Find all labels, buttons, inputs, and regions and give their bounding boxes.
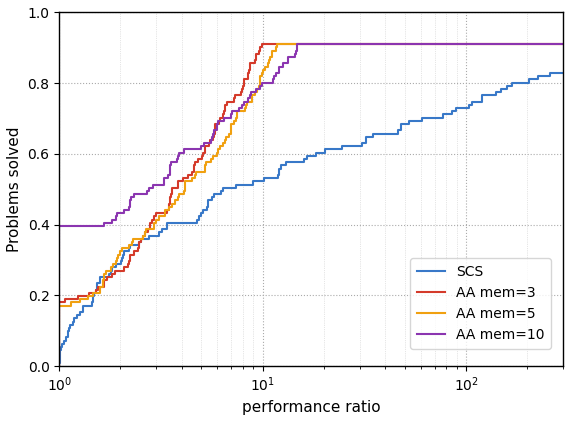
- AA mem=10: [294, 42, 300, 47]
- AA mem=5: [259, 70, 266, 76]
- AA mem=10: [275, 67, 282, 72]
- AA mem=10: [56, 274, 63, 279]
- AA mem=10: [280, 61, 287, 66]
- AA mem=5: [264, 61, 271, 66]
- AA mem=5: [274, 42, 280, 47]
- AA mem=3: [241, 77, 247, 82]
- SCS: [560, 70, 567, 76]
- AA mem=3: [258, 42, 265, 47]
- AA mem=5: [101, 274, 108, 279]
- SCS: [547, 70, 553, 76]
- AA mem=5: [188, 176, 195, 181]
- AA mem=10: [270, 77, 276, 82]
- AA mem=5: [56, 364, 63, 369]
- AA mem=5: [560, 42, 567, 47]
- SCS: [220, 185, 227, 190]
- AA mem=3: [180, 176, 186, 181]
- AA mem=10: [560, 42, 567, 47]
- SCS: [56, 364, 63, 369]
- AA mem=3: [560, 42, 567, 47]
- AA mem=3: [245, 70, 252, 76]
- SCS: [93, 287, 100, 292]
- AA mem=5: [260, 67, 267, 72]
- X-axis label: performance ratio: performance ratio: [242, 400, 380, 415]
- AA mem=10: [272, 70, 279, 76]
- Y-axis label: Problems solved: Problems solved: [7, 127, 22, 252]
- Legend: SCS, AA mem=3, AA mem=5, AA mem=10: SCS, AA mem=3, AA mem=5, AA mem=10: [410, 258, 551, 349]
- AA mem=3: [245, 67, 252, 72]
- Line: AA mem=5: AA mem=5: [59, 44, 563, 366]
- AA mem=10: [161, 176, 168, 181]
- AA mem=3: [104, 274, 111, 279]
- Line: SCS: SCS: [59, 73, 563, 366]
- AA mem=5: [256, 77, 263, 82]
- SCS: [74, 313, 81, 318]
- Line: AA mem=3: AA mem=3: [59, 44, 563, 366]
- SCS: [359, 141, 365, 146]
- AA mem=3: [56, 364, 63, 369]
- SCS: [120, 249, 127, 254]
- Line: AA mem=10: AA mem=10: [59, 44, 563, 366]
- AA mem=10: [56, 364, 63, 369]
- AA mem=3: [247, 61, 254, 66]
- SCS: [136, 239, 142, 244]
